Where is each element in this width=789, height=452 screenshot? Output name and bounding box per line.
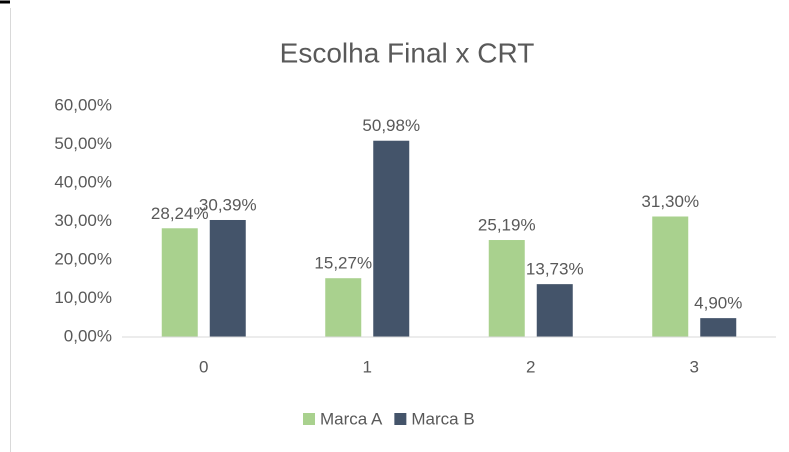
bar	[700, 318, 737, 337]
value-label: 25,19%	[478, 216, 536, 235]
value-label: 4,90%	[694, 294, 742, 313]
bar	[161, 228, 198, 337]
bar	[652, 216, 689, 337]
y-tick-label: 10,00%	[54, 288, 112, 307]
legend-label: Marca B	[411, 409, 474, 428]
x-tick-label: 3	[690, 357, 699, 376]
y-tick-label: 50,00%	[54, 134, 112, 153]
y-tick-label: 0,00%	[64, 326, 112, 345]
x-tick-label: 0	[199, 357, 208, 376]
value-label: 13,73%	[526, 260, 584, 279]
value-label: 31,30%	[641, 192, 699, 211]
bar	[488, 240, 525, 337]
value-label: 28,24%	[151, 204, 209, 223]
legend-swatch	[394, 413, 407, 425]
y-tick-label: 60,00%	[54, 95, 112, 114]
bar	[209, 219, 246, 337]
bar	[325, 278, 362, 337]
value-label: 50,98%	[362, 116, 420, 135]
chart-title: Escolha Final x CRT	[280, 37, 535, 68]
bar	[536, 284, 573, 337]
x-tick-label: 2	[526, 357, 535, 376]
legend-swatch	[303, 413, 315, 425]
legend-label: Marca A	[320, 409, 383, 428]
y-tick-label: 30,00%	[54, 211, 112, 230]
value-label: 30,39%	[199, 195, 257, 214]
value-label: 15,27%	[314, 254, 372, 273]
bar	[373, 140, 410, 337]
y-tick-label: 40,00%	[54, 172, 112, 191]
x-tick-label: 1	[363, 357, 372, 376]
y-tick-label: 20,00%	[54, 249, 112, 268]
